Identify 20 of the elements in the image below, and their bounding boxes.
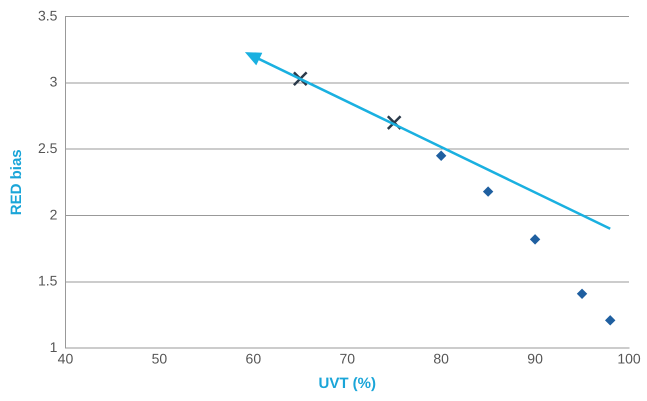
x-axis-title: UVT (%): [318, 375, 376, 392]
x-tick-label: 50: [152, 350, 168, 366]
y-tick-label: 1: [50, 339, 58, 356]
y-tick-label: 2.5: [38, 140, 58, 156]
y-axis-title: RED bias: [8, 149, 26, 216]
y-tick-label: 2: [50, 206, 58, 222]
x-tick-label: 90: [527, 350, 544, 366]
x-tick-label: 40: [58, 350, 74, 366]
y-tick-label: 1.5: [38, 272, 58, 289]
point: [530, 234, 540, 244]
y-tick-label: 3.5: [38, 7, 58, 24]
x-tick-label: 70: [339, 350, 356, 366]
point: [577, 288, 588, 299]
point: [436, 150, 446, 161]
x-tick-label: 100: [617, 350, 641, 366]
x-tick-label: 80: [433, 350, 450, 366]
x-tick-label: 60: [246, 350, 262, 366]
point: [483, 186, 494, 197]
y-tick-label: 3: [50, 74, 58, 90]
point: [605, 315, 616, 326]
